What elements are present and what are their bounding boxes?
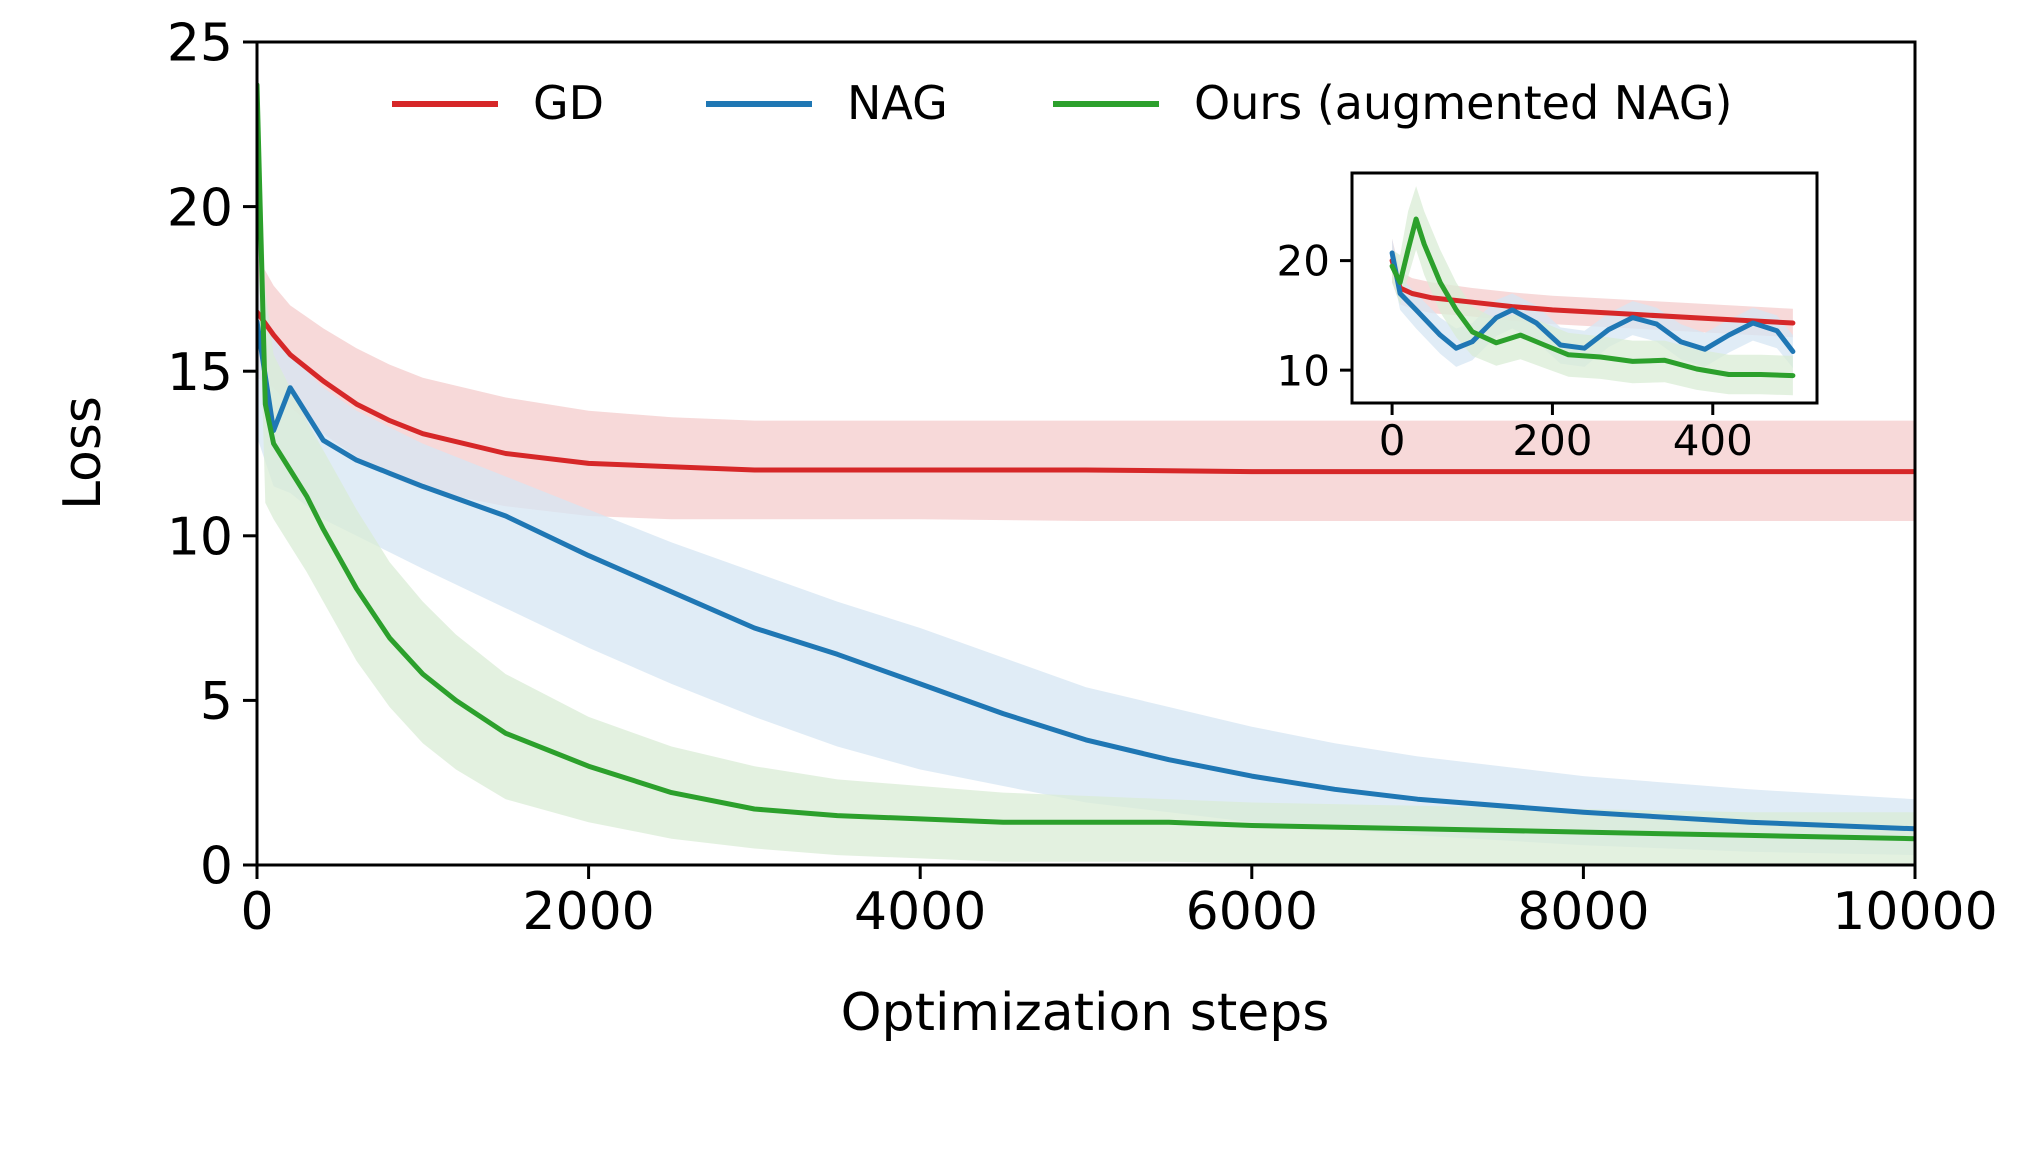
x-axis-label: Optimization steps <box>841 983 1330 1043</box>
inset-y-tick-label: 10 <box>1277 346 1330 395</box>
inset-y-tick-label: 20 <box>1277 237 1330 286</box>
y-tick-label: 0 <box>200 837 233 897</box>
legend-label-ours-augmented-nag: Ours (augmented NAG) <box>1194 76 1732 130</box>
x-tick-label: 4000 <box>854 882 986 942</box>
y-axis-label: Loss <box>53 396 113 510</box>
legend-label-nag: NAG <box>847 76 948 130</box>
inset-y-ticks: 10 20 <box>1277 237 1352 395</box>
x-tick-label: 6000 <box>1186 882 1318 942</box>
y-tick-label: 20 <box>167 178 233 238</box>
inset-series-lines <box>1389 216 1796 379</box>
line-gd <box>257 309 1915 475</box>
y-tick-label: 25 <box>167 14 233 74</box>
y-tick-label: 15 <box>167 343 233 403</box>
x-tick-label: 0 <box>240 882 273 942</box>
line-nag <box>257 319 1915 832</box>
main-series-lines <box>257 82 1915 842</box>
x-tick-label: 8000 <box>1517 882 1649 942</box>
inset-line-nag <box>1389 250 1796 354</box>
inset-x-tick-label: 200 <box>1512 416 1592 465</box>
legend: GD NAG Ours (augmented NAG) <box>392 76 1732 130</box>
y-tick-label: 5 <box>200 672 233 732</box>
legend-label-gd: GD <box>533 76 604 130</box>
inset-line-ours-augmented-nag <box>1389 216 1796 379</box>
main-plot-frame <box>255 40 1917 867</box>
line-ours-augmented-nag <box>257 82 1915 842</box>
main-y-ticks: 0 5 10 15 20 25 <box>167 14 257 897</box>
inset-x-ticks: 0 200 400 <box>1379 403 1753 465</box>
inset-x-tick-label: 0 <box>1379 416 1406 465</box>
x-tick-label: 2000 <box>522 882 654 942</box>
main-x-ticks: 0 2000 4000 6000 8000 10000 <box>240 865 1998 942</box>
inset-chart: 0 200 400 10 20 <box>1277 171 1819 465</box>
y-tick-label: 10 <box>167 508 233 568</box>
inset-line-gd <box>1389 258 1796 326</box>
x-tick-label: 10000 <box>1832 882 1997 942</box>
inset-plot-frame <box>1350 171 1819 405</box>
inset-x-tick-label: 400 <box>1673 416 1753 465</box>
band-gd <box>257 256 1915 521</box>
